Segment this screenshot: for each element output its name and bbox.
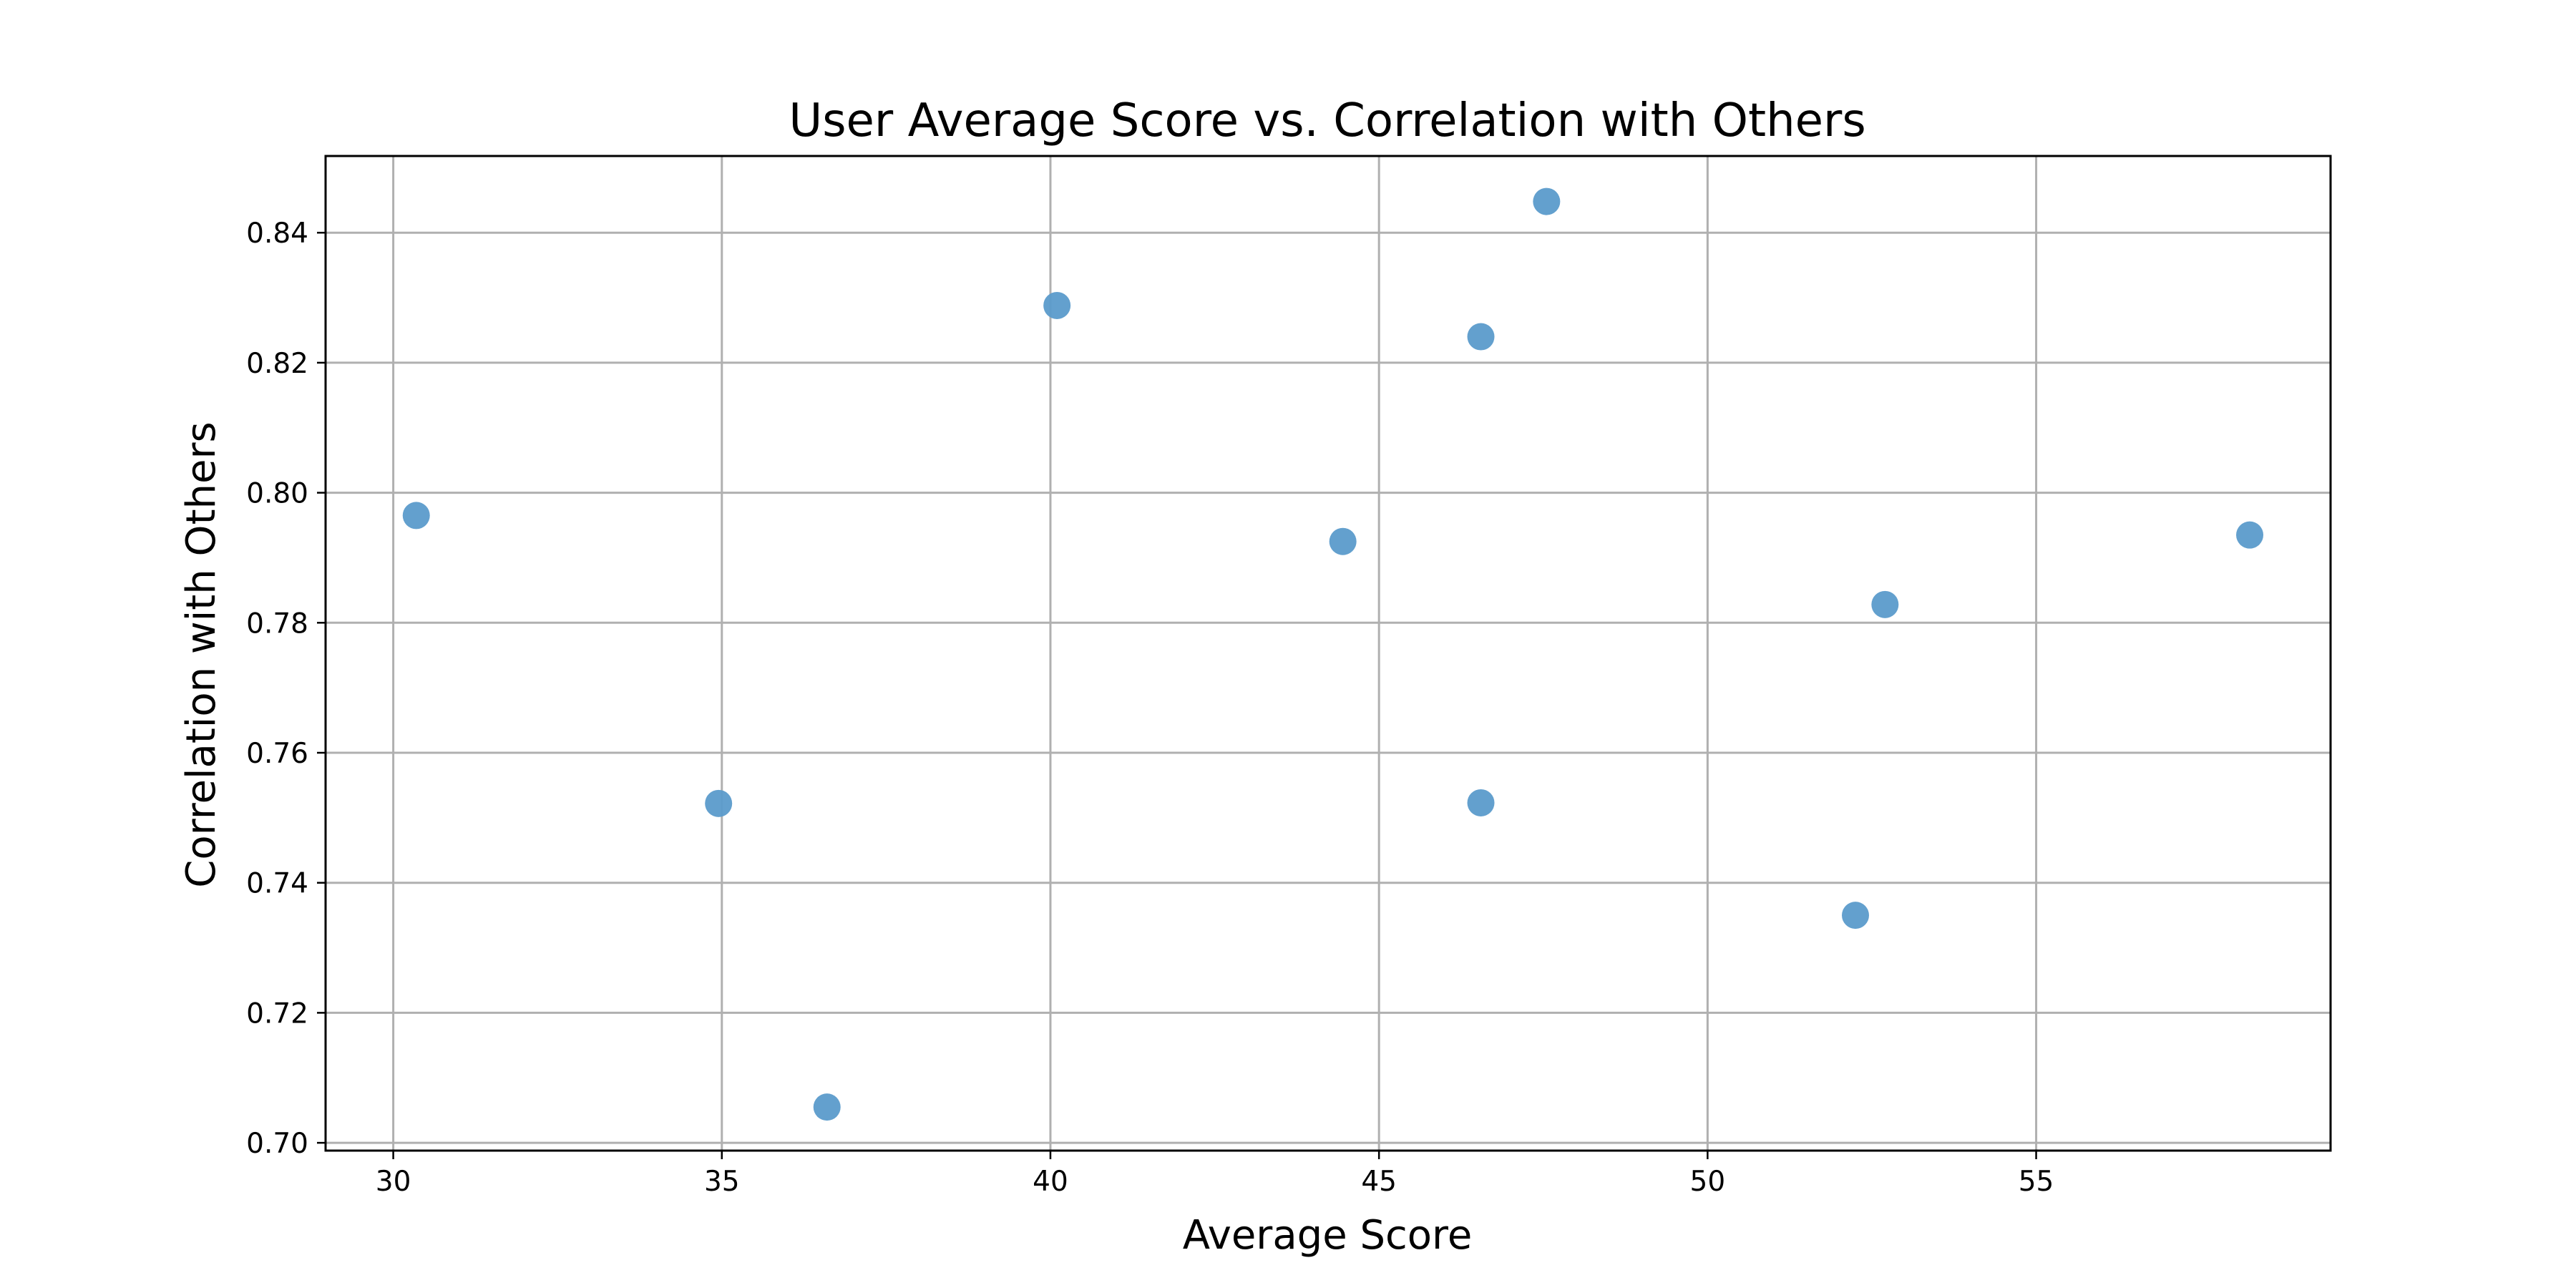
grid-lines — [326, 156, 2331, 1151]
y-tick-label: 0.72 — [246, 997, 308, 1030]
x-tick-label: 45 — [1361, 1166, 1397, 1198]
y-tick-label: 0.76 — [246, 738, 308, 770]
data-point — [1871, 590, 1899, 618]
axis-ticks: 30 35 40 45 50 55 0.70 0.72 0.74 0.76 0.78 0.80 0.82… — [246, 218, 2054, 1198]
data-point — [1329, 527, 1357, 555]
data-point — [1467, 789, 1495, 816]
x-tick-label: 50 — [1690, 1166, 1726, 1198]
y-tick-label: 0.70 — [246, 1128, 308, 1160]
y-axis-label: Correlation with Others — [178, 421, 225, 887]
y-tick-label: 0.84 — [246, 218, 308, 250]
chart-title: User Average Score vs. Correlation with … — [789, 94, 1865, 147]
plot-frame — [324, 155, 2332, 1152]
data-point — [813, 1093, 841, 1121]
data-point — [402, 502, 430, 530]
x-tick-label: 55 — [2019, 1166, 2054, 1198]
y-tick-label: 0.82 — [246, 348, 308, 380]
data-point — [1043, 291, 1071, 319]
y-tick-label: 0.78 — [246, 608, 308, 640]
x-tick-label: 30 — [376, 1166, 411, 1198]
x-axis-label: Average Score — [1183, 1212, 1473, 1259]
y-tick-label: 0.74 — [246, 868, 308, 900]
data-point — [705, 789, 733, 817]
x-tick-label: 40 — [1033, 1166, 1068, 1198]
data-point — [2236, 521, 2264, 549]
data-point — [1467, 323, 1495, 351]
data-point — [1842, 902, 1870, 930]
x-tick-label: 35 — [704, 1166, 740, 1198]
data-point — [1533, 187, 1561, 215]
data-points — [402, 187, 2264, 1121]
y-tick-label: 0.80 — [246, 478, 308, 510]
